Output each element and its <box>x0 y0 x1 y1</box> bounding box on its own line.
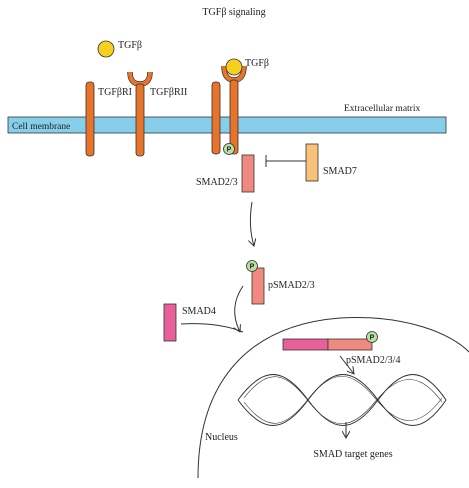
tgfbr1-receptor <box>85 81 95 157</box>
smad4-to-complex-arrow <box>180 323 244 333</box>
phosphorylation-arrow <box>250 201 254 246</box>
psmad234-smad4-part <box>282 338 329 351</box>
smad7-label: SMAD7 <box>323 166 357 177</box>
cell-membrane-label: Cell membrane <box>12 122 70 132</box>
nuclear-envelope <box>197 316 469 479</box>
nucleus-label: Nucleus <box>205 432 238 443</box>
tgfbr2-binding-cup <box>128 71 152 87</box>
extracellular-matrix-label: Extracellular matrix <box>344 104 420 114</box>
receptor-phosphate <box>223 143 235 155</box>
diagram-title: TGFβ signaling <box>202 7 265 18</box>
psmad234-smad23-part <box>327 338 373 351</box>
psmad23-phosphate-label: P <box>250 264 255 271</box>
psmad234-label: pSMAD2/3/4 <box>346 355 400 366</box>
psmad234-phosphate <box>366 331 378 343</box>
tgfbr1-label: TGFβRI <box>98 87 132 98</box>
tgfbr2-receptor <box>135 83 145 157</box>
cell-membrane <box>7 116 447 134</box>
dna-strand-1-inner <box>243 376 443 425</box>
smad23-protein <box>241 154 255 193</box>
psmad23-to-complex-arrow <box>235 285 244 332</box>
receptor-complex-type1 <box>211 81 221 155</box>
smad7-protein <box>305 143 319 182</box>
psmad23-protein <box>251 267 265 305</box>
psmad234-phosphate-label: P <box>370 335 375 342</box>
psmad23-label: pSMAD2/3 <box>268 280 315 291</box>
dna-strand-1 <box>237 374 447 426</box>
smad4-protein <box>163 303 177 342</box>
psmad23-phosphate <box>246 260 258 272</box>
tgfb-free-label: TGFβ <box>118 40 142 51</box>
tgfb-ligand-free <box>97 40 115 58</box>
tgfbr2-label: TGFβRII <box>150 87 187 98</box>
receptor-complex-type2 <box>229 79 239 155</box>
dna-strand-2-inner <box>243 375 443 424</box>
complex-to-dna-arrow <box>339 355 354 374</box>
target-genes-label: SMAD target genes <box>313 449 392 460</box>
tgfb-ligand-bound <box>225 58 243 76</box>
smad23-label: SMAD2/3 <box>196 177 238 188</box>
tgfb-bound-label: TGFβ <box>245 58 269 69</box>
smad4-label: SMAD4 <box>182 306 216 317</box>
dna-strand-2 <box>237 374 447 426</box>
receptor-phosphate-label: P <box>227 147 232 154</box>
